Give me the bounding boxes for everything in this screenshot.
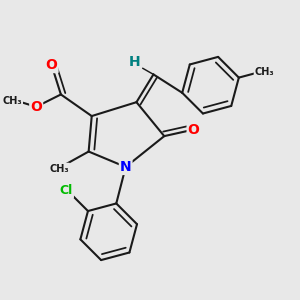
- Text: CH₃: CH₃: [3, 96, 22, 106]
- Text: CH₃: CH₃: [254, 67, 274, 77]
- Text: O: O: [46, 58, 58, 72]
- Text: H: H: [129, 55, 141, 69]
- Text: N: N: [120, 160, 131, 174]
- Text: O: O: [188, 123, 200, 137]
- Text: Cl: Cl: [60, 184, 73, 197]
- Text: CH₃: CH₃: [50, 164, 69, 173]
- Text: O: O: [30, 100, 42, 114]
